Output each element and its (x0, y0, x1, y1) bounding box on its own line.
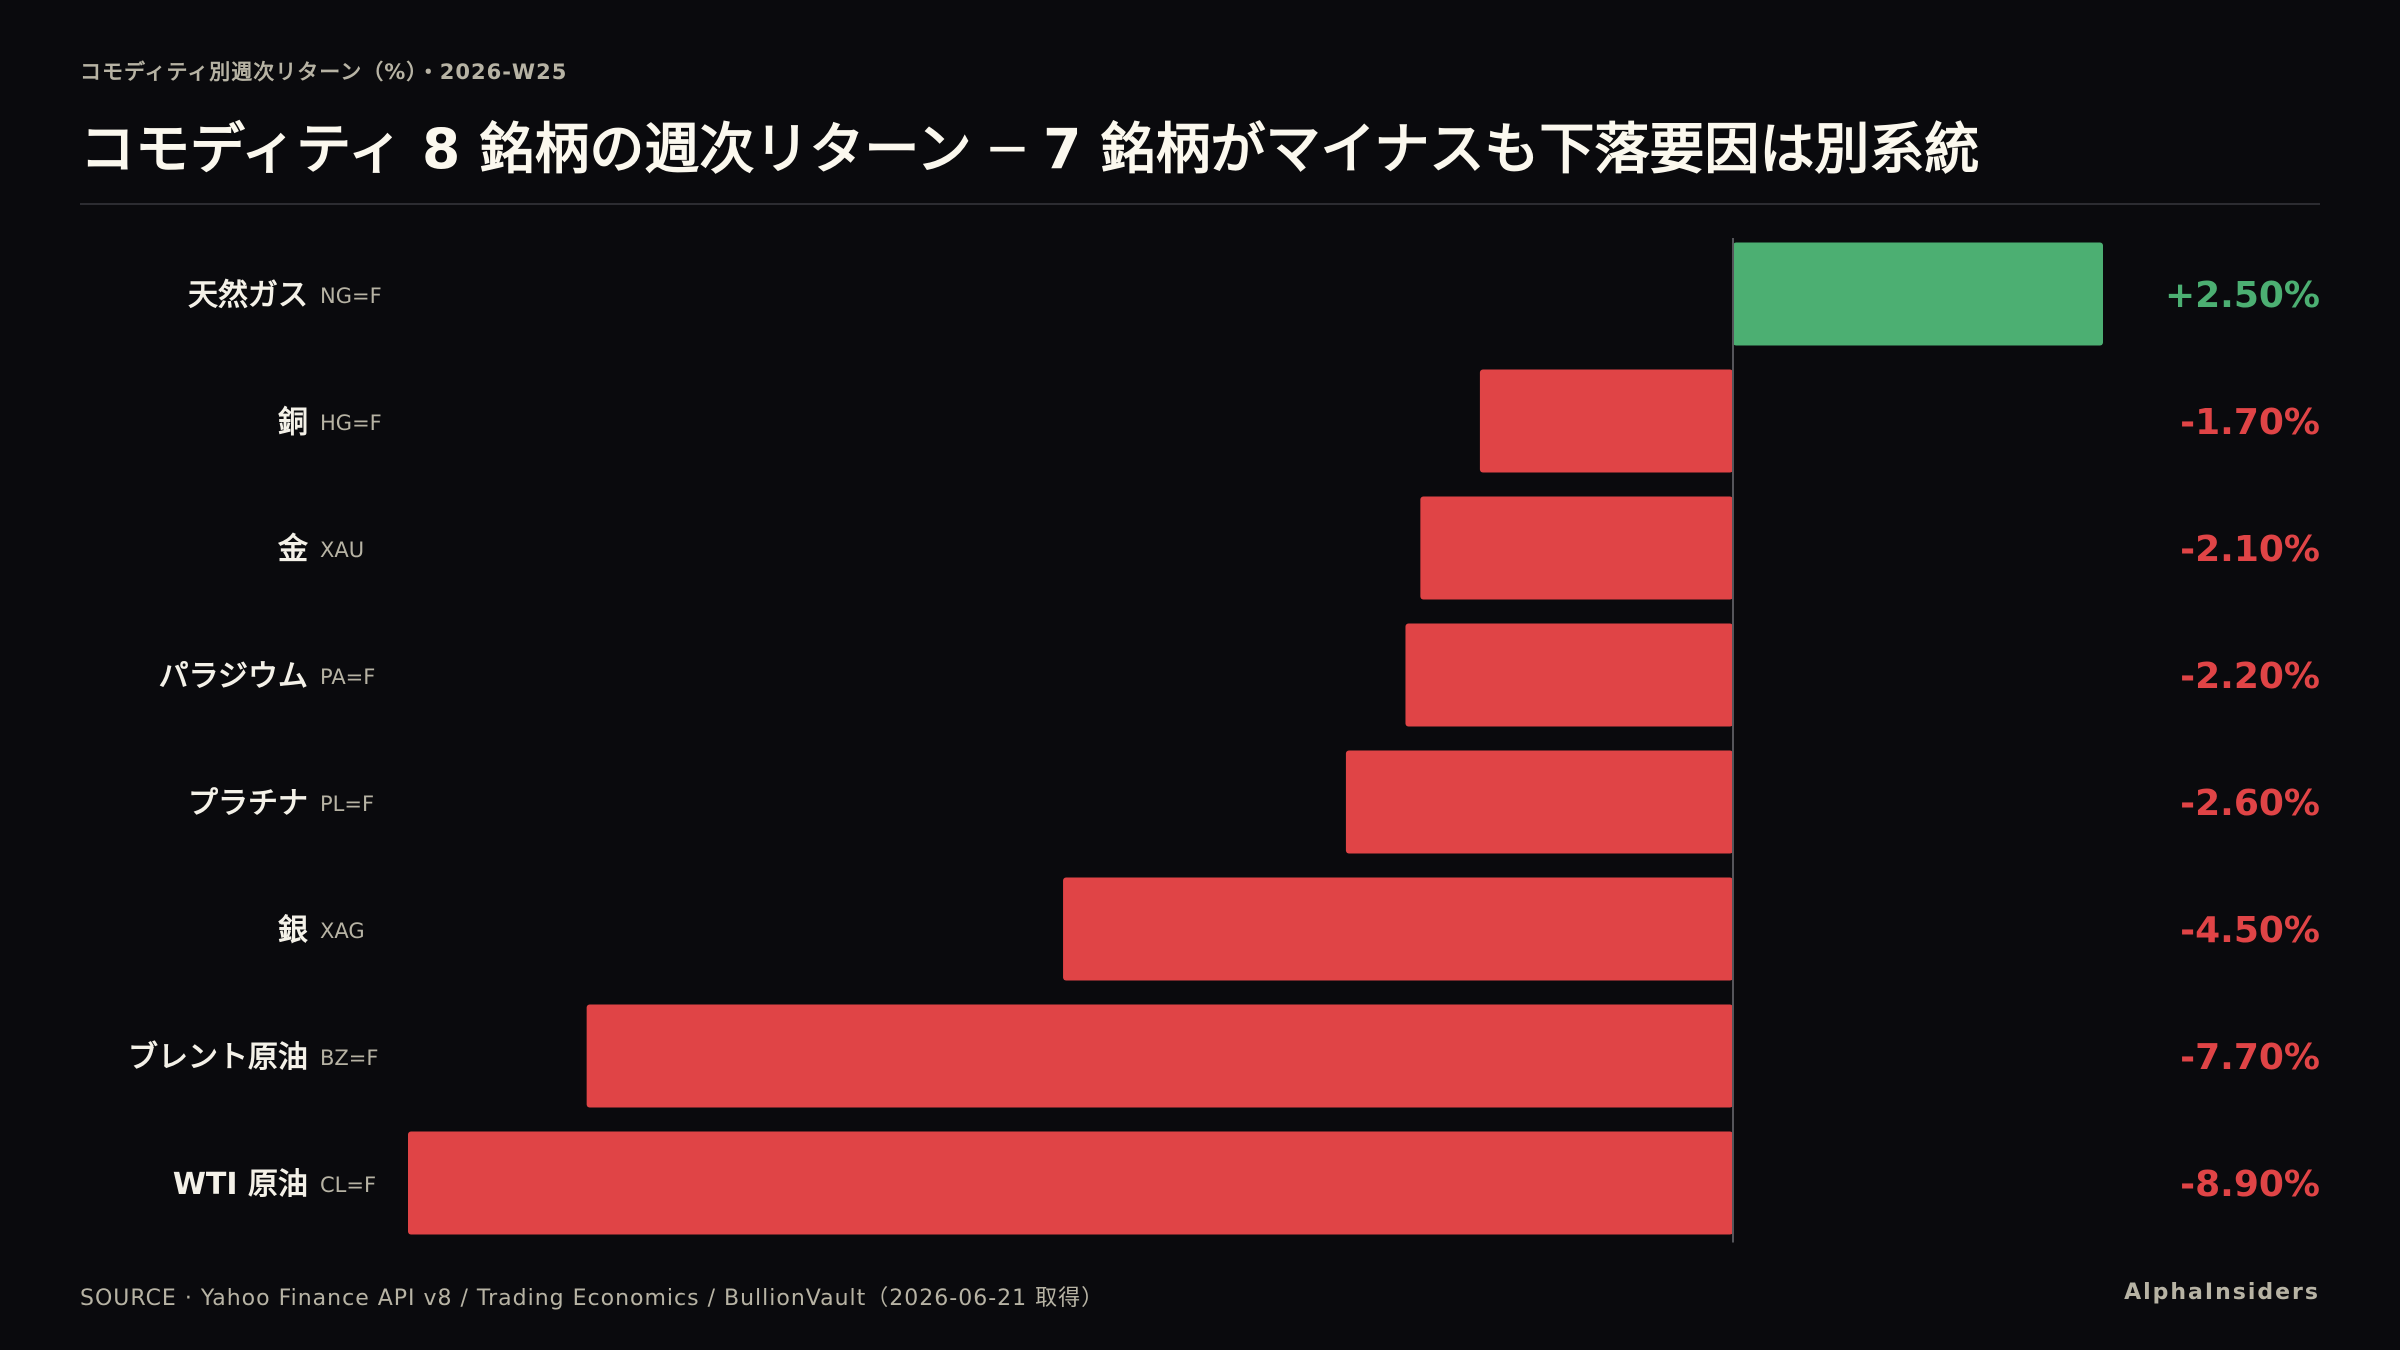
bar-7 (586, 1004, 1734, 1108)
ticker-label: NG=F (320, 284, 382, 308)
ticker-label: CL=F (320, 1173, 376, 1197)
category-label: プラチナ (188, 786, 308, 821)
value-label: -2.10% (2180, 529, 2320, 570)
value-label: +2.50% (2165, 275, 2320, 316)
bar-8 (408, 1131, 1733, 1235)
category-label: WTI 原油 (173, 1167, 308, 1202)
source-note: SOURCE · Yahoo Finance API v8 / Trading … (80, 1286, 1105, 1311)
value-label: -4.50% (2180, 910, 2320, 951)
brand-logo: AlphaInsiders (2124, 1280, 2320, 1305)
ticker-label: PL=F (320, 792, 374, 816)
chart-kicker: コモディティ別週次リターン（%）・2026-W25 (80, 60, 568, 84)
category-label: パラジウム (159, 659, 308, 694)
chart-title: コモディティ 8 銘柄の週次リターン ─ 7 銘柄がマイナスも下落要因は別系統 (80, 117, 1980, 181)
ticker-label: XAU (320, 538, 364, 562)
category-label: 銀 (278, 913, 308, 948)
ticker-label: BZ=F (320, 1046, 378, 1070)
value-label: -2.20% (2180, 656, 2320, 697)
bar-2 (1479, 369, 1733, 473)
value-label: -1.70% (2180, 402, 2320, 443)
category-label: ブレント原油 (128, 1040, 308, 1075)
ticker-label: XAG (320, 919, 365, 943)
category-label: 天然ガス (188, 278, 308, 313)
ticker-label: HG=F (320, 411, 382, 435)
bar-5 (1345, 750, 1733, 854)
bar-4 (1405, 623, 1733, 727)
value-label: -2.60% (2180, 783, 2320, 824)
value-label: -8.90% (2180, 1164, 2320, 1205)
ticker-label: PA=F (320, 665, 375, 689)
bar-1 (1733, 242, 2103, 346)
category-label: 銅 (278, 405, 308, 440)
title-divider (80, 203, 2320, 205)
bar-3 (1420, 496, 1733, 600)
bar-6 (1063, 877, 1733, 981)
category-label: 金 (277, 532, 309, 567)
value-label: -7.70% (2180, 1037, 2320, 1078)
